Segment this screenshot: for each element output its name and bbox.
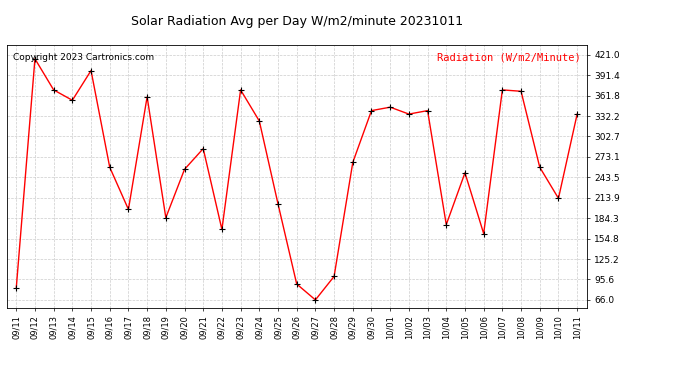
Text: Copyright 2023 Cartronics.com: Copyright 2023 Cartronics.com [12, 53, 154, 62]
Text: Solar Radiation Avg per Day W/m2/minute 20231011: Solar Radiation Avg per Day W/m2/minute … [130, 15, 463, 28]
Text: Radiation (W/m2/Minute): Radiation (W/m2/Minute) [437, 53, 581, 63]
